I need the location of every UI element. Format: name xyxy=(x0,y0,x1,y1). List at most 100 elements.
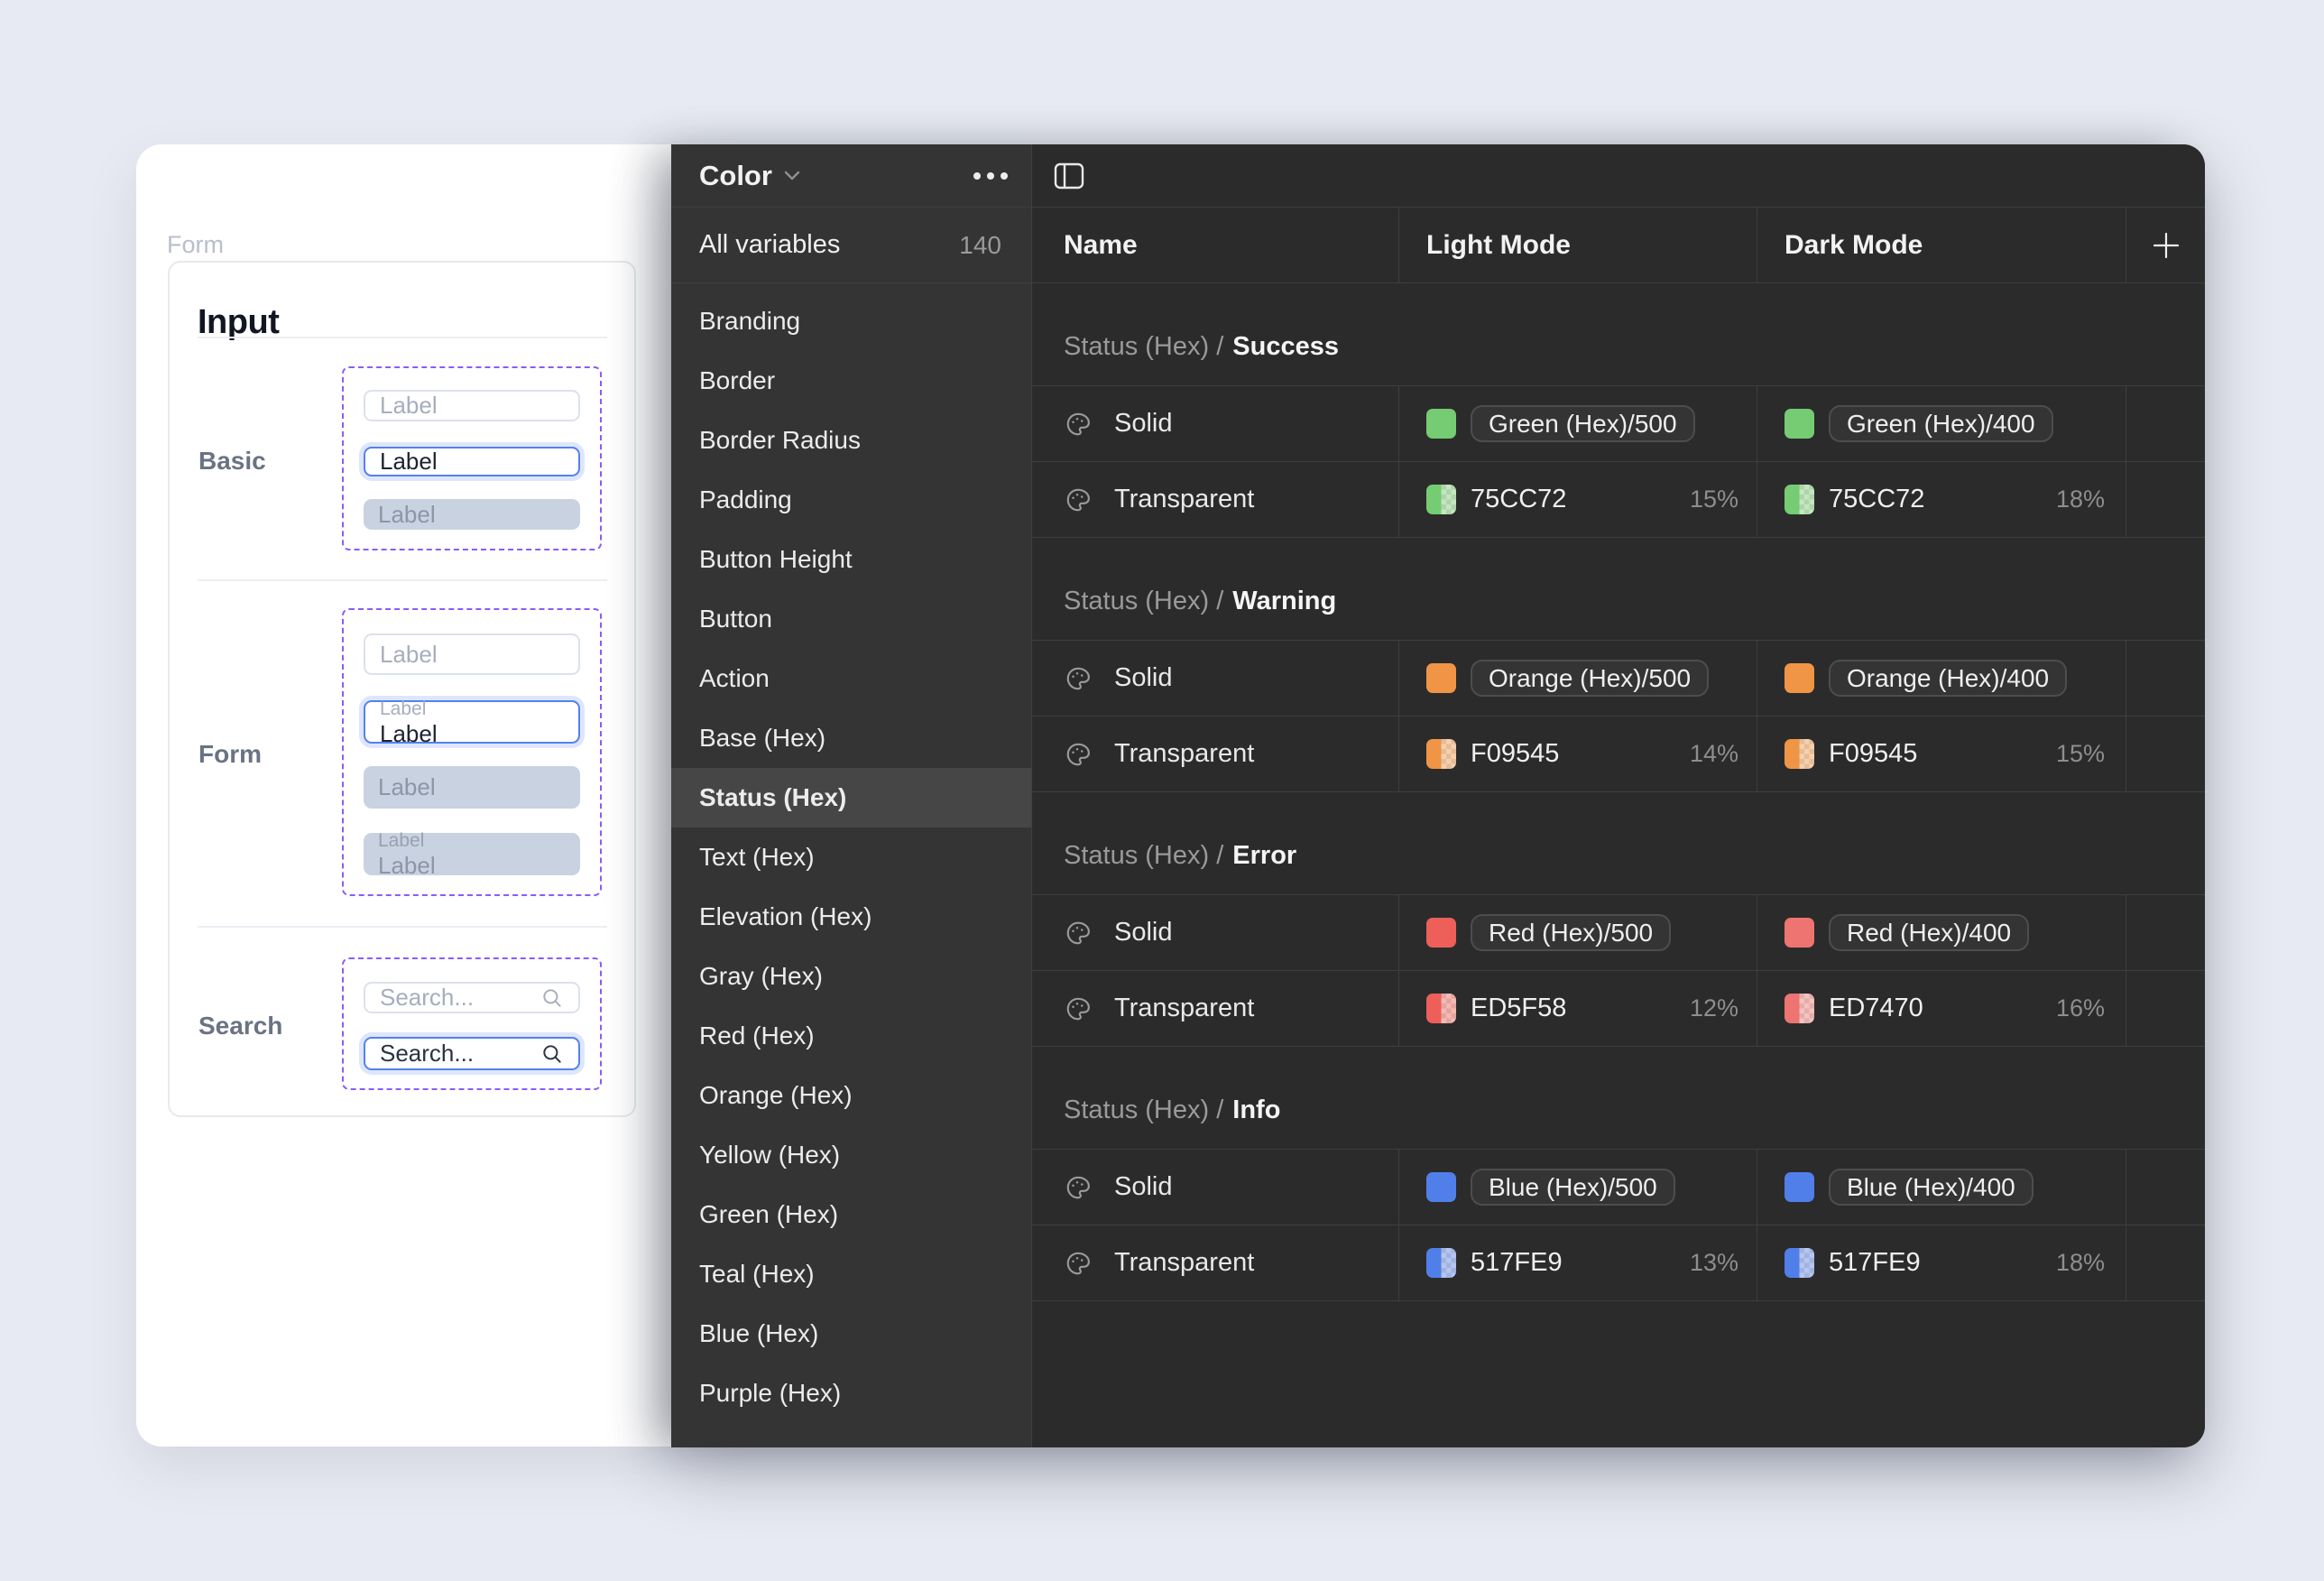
color-swatch[interactable] xyxy=(1426,485,1456,514)
color-swatch[interactable] xyxy=(1426,663,1456,693)
input-value: Label xyxy=(380,719,438,747)
sidebar-item-gray-hex[interactable]: Gray (Hex) xyxy=(699,962,823,990)
color-swatch[interactable] xyxy=(1784,663,1814,693)
selection-box-basic[interactable]: Label Label Label xyxy=(342,366,602,550)
section-header-success: Status (Hex) / Success xyxy=(1032,283,2205,386)
selection-box-form[interactable]: Label Label Label Label Label Label xyxy=(342,608,602,896)
sidebar-item-button-height[interactable]: Button Height xyxy=(699,545,853,573)
sidebar-item-branding[interactable]: Branding xyxy=(699,307,801,335)
sidebar-item-orange-hex[interactable]: Orange (Hex) xyxy=(699,1081,853,1109)
collection-dropdown[interactable]: Color xyxy=(699,159,772,191)
color-swatch[interactable] xyxy=(1784,739,1814,769)
sidebar-item-teal-hex[interactable]: Teal (Hex) xyxy=(699,1260,815,1288)
variable-row-info-transparent[interactable]: Transparent 517FE9 13% 517FE9 18% xyxy=(1032,1225,2205,1301)
toggle-sidebar-icon[interactable] xyxy=(1054,162,1084,190)
selection-box-search[interactable]: Search... Search... xyxy=(342,957,602,1090)
sidebar-item-action[interactable]: Action xyxy=(699,664,770,692)
hex-value[interactable]: 517FE9 xyxy=(1829,1248,1921,1277)
opacity-value: 18% xyxy=(2055,1249,2105,1276)
sidebar-item-padding[interactable]: Padding xyxy=(699,485,792,513)
hex-value[interactable]: 75CC72 xyxy=(1829,485,1925,513)
color-swatch[interactable] xyxy=(1426,409,1456,439)
palette-icon xyxy=(1064,1174,1093,1201)
search-icon xyxy=(540,1042,564,1066)
color-swatch[interactable] xyxy=(1426,994,1456,1023)
color-swatch[interactable] xyxy=(1784,994,1814,1023)
hex-value[interactable]: ED7470 xyxy=(1829,994,1923,1022)
color-swatch[interactable] xyxy=(1426,1248,1456,1278)
section-header-warning: Status (Hex) / Warning xyxy=(1032,538,2205,641)
variable-row-error-transparent[interactable]: Transparent ED5F58 12% ED7470 16% xyxy=(1032,971,2205,1047)
groups-sidebar: All variables 140 Branding Border Border… xyxy=(671,208,1032,1447)
sidebar-item-blue-hex[interactable]: Blue (Hex) xyxy=(699,1319,819,1347)
column-header-light-mode[interactable]: Light Mode xyxy=(1398,208,1757,282)
alias-chip[interactable]: Green (Hex)/500 xyxy=(1471,405,1695,442)
input-search-default[interactable]: Search... xyxy=(364,982,580,1013)
sidebar-item-yellow-hex[interactable]: Yellow (Hex) xyxy=(699,1141,841,1169)
section-header-error: Status (Hex) / Error xyxy=(1032,792,2205,895)
palette-icon xyxy=(1064,486,1093,513)
more-options-button[interactable] xyxy=(973,171,1008,180)
color-swatch[interactable] xyxy=(1426,739,1456,769)
color-swatch[interactable] xyxy=(1426,1172,1456,1202)
variable-name: Transparent xyxy=(1114,739,1255,768)
input-form-focused[interactable]: Label Label xyxy=(364,698,580,747)
input-form-disabled-filled[interactable]: Label Label xyxy=(364,830,580,879)
input-basic-default[interactable]: Label xyxy=(364,390,580,421)
sidebar-item-red-hex[interactable]: Red (Hex) xyxy=(699,1022,815,1049)
sidebar-item-border-radius[interactable]: Border Radius xyxy=(699,426,861,454)
hex-value[interactable]: 517FE9 xyxy=(1471,1248,1563,1277)
input-value: Label xyxy=(378,852,436,879)
color-swatch[interactable] xyxy=(1784,1248,1814,1278)
color-swatch[interactable] xyxy=(1784,485,1814,514)
sidebar-item-green-hex[interactable]: Green (Hex) xyxy=(699,1200,839,1228)
alias-chip[interactable]: Orange (Hex)/500 xyxy=(1471,660,1710,697)
sidebar-item-status-hex[interactable]: Status (Hex) xyxy=(671,768,1031,827)
input-value: Search... xyxy=(380,1040,475,1067)
variable-row-warning-solid[interactable]: Solid Orange (Hex)/500 Orange (Hex)/400 xyxy=(1032,641,2205,717)
hex-value[interactable]: 75CC72 xyxy=(1471,485,1567,513)
input-basic-disabled[interactable]: Label xyxy=(364,499,580,530)
input-search-focused[interactable]: Search... xyxy=(364,1037,580,1070)
color-swatch[interactable] xyxy=(1784,918,1814,948)
divider xyxy=(198,579,607,581)
opacity-value: 15% xyxy=(1689,485,1738,513)
sidebar-item-text-hex[interactable]: Text (Hex) xyxy=(699,843,815,871)
variable-row-success-transparent[interactable]: Transparent 75CC72 15% 75CC72 18% xyxy=(1032,462,2205,538)
chevron-down-icon[interactable] xyxy=(784,171,800,181)
alias-chip[interactable]: Orange (Hex)/400 xyxy=(1829,660,2068,697)
palette-icon xyxy=(1064,995,1093,1022)
color-swatch[interactable] xyxy=(1784,409,1814,439)
sidebar-item-purple-hex[interactable]: Purple (Hex) xyxy=(699,1379,842,1407)
hex-value[interactable]: F09545 xyxy=(1829,739,1918,768)
alias-chip[interactable]: Red (Hex)/500 xyxy=(1471,914,1672,951)
artboard-label[interactable]: Form xyxy=(167,231,224,258)
sidebar-item-base-hex[interactable]: Base (Hex) xyxy=(699,724,826,752)
variable-row-error-solid[interactable]: Solid Red (Hex)/500 Red (Hex)/400 xyxy=(1032,895,2205,971)
opacity-value: 18% xyxy=(2055,485,2105,513)
alias-chip[interactable]: Blue (Hex)/400 xyxy=(1829,1169,2034,1206)
add-mode-button[interactable] xyxy=(2126,208,2205,282)
group-label-basic: Basic xyxy=(198,447,266,475)
color-swatch[interactable] xyxy=(1426,918,1456,948)
sidebar-item-button[interactable]: Button xyxy=(699,605,772,633)
variable-row-success-solid[interactable]: Solid Green (Hex)/500 Green (Hex)/400 xyxy=(1032,386,2205,462)
color-swatch[interactable] xyxy=(1784,1172,1814,1202)
alias-chip[interactable]: Red (Hex)/400 xyxy=(1829,914,2030,951)
alias-chip[interactable]: Blue (Hex)/500 xyxy=(1471,1169,1675,1206)
sidebar-item-border[interactable]: Border xyxy=(699,366,776,394)
variable-name: Transparent xyxy=(1114,1248,1255,1277)
alias-chip[interactable]: Green (Hex)/400 xyxy=(1829,405,2053,442)
sidebar-item-elevation-hex[interactable]: Elevation (Hex) xyxy=(699,902,872,930)
variable-row-info-solid[interactable]: Solid Blue (Hex)/500 Blue (Hex)/400 xyxy=(1032,1150,2205,1225)
input-form-default[interactable]: Label xyxy=(364,633,580,675)
hex-value[interactable]: F09545 xyxy=(1471,739,1560,768)
column-header-dark-mode[interactable]: Dark Mode xyxy=(1757,208,2126,282)
group-label-form: Form xyxy=(198,740,262,768)
hex-value[interactable]: ED5F58 xyxy=(1471,994,1567,1022)
variable-row-warning-transparent[interactable]: Transparent F09545 14% F09545 15% xyxy=(1032,717,2205,792)
group-label-search: Search xyxy=(198,1012,283,1040)
input-basic-focused[interactable]: Label xyxy=(364,447,580,476)
input-form-disabled[interactable]: Label xyxy=(364,766,580,809)
sidebar-item-all-variables[interactable]: All variables 140 xyxy=(671,208,1031,283)
